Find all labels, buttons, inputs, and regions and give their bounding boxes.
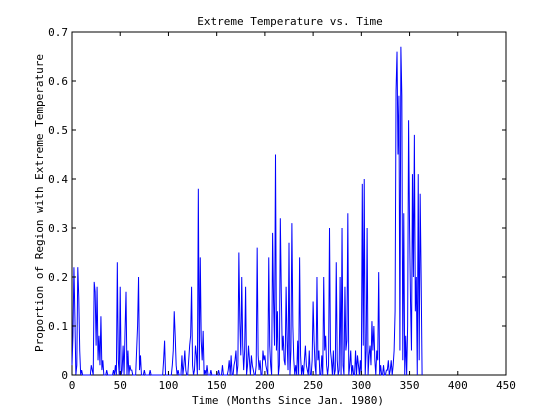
x-tick-label: 50 — [114, 379, 127, 392]
y-tick-label: 0.7 — [48, 26, 68, 39]
x-tick-label: 250 — [303, 379, 323, 392]
y-tick-label: 0.4 — [48, 173, 68, 186]
plot-area — [72, 32, 506, 375]
x-tick-label: 200 — [255, 379, 275, 392]
x-tick-label: 350 — [400, 379, 420, 392]
y-tick-label: 0.1 — [48, 320, 68, 333]
chart-title: Extreme Temperature vs. Time — [197, 15, 382, 28]
x-tick-label: 300 — [351, 379, 371, 392]
x-tick-label: 400 — [448, 379, 468, 392]
y-axis-label: Proportion of Region with Extreme Temper… — [33, 54, 46, 352]
x-tick-label: 150 — [207, 379, 227, 392]
y-tick-label: 0.5 — [48, 124, 68, 137]
x-tick-label: 0 — [69, 379, 76, 392]
y-tick-label: 0 — [61, 369, 68, 382]
axes-box — [72, 32, 506, 375]
y-tick-label: 0.2 — [48, 271, 68, 284]
y-tick-label: 0.6 — [48, 75, 68, 88]
y-tick-label: 0.3 — [48, 222, 68, 235]
x-axis-label: Time (Months Since Jan. 1980) — [192, 394, 384, 407]
x-tick-label: 450 — [496, 379, 516, 392]
x-tick-label: 100 — [159, 379, 179, 392]
